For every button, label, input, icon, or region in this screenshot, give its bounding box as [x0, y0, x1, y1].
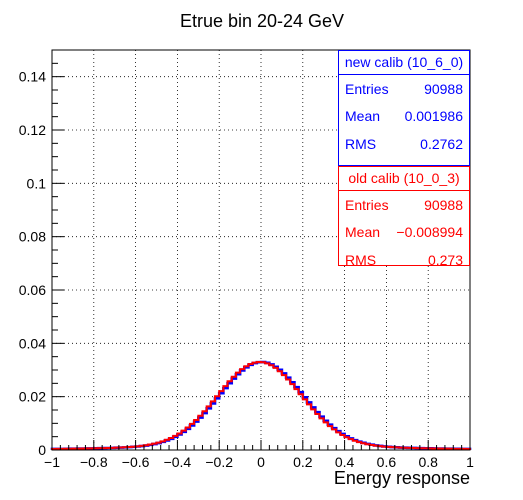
stats-box-old-calib: old calib (10_0_3) Entries 90988 Mean −0…	[338, 166, 470, 268]
x-tick-label: −0.8	[80, 454, 108, 470]
stats-label: RMS	[345, 251, 377, 268]
stats-row-entries: Entries 90988	[339, 75, 469, 103]
stats-value: 0.2762	[420, 135, 463, 152]
x-tick-label: 0.8	[418, 454, 438, 470]
stats-value: 90988	[424, 80, 463, 97]
y-tick-label: 0	[38, 442, 46, 458]
stats-label: RMS	[345, 135, 377, 152]
y-tick-label: 0.1	[27, 175, 47, 191]
y-tick-label: 0.04	[19, 335, 46, 351]
x-tick-label: 0.4	[335, 454, 355, 470]
x-axis: −1 −0.8 −0.6 −0.4 −0.2 0 0.2 0.4 0.6 0.8 1	[44, 440, 474, 470]
stats-value: −0.008994	[396, 224, 463, 241]
y-tick-label: 0.12	[19, 122, 46, 138]
histogram-line-old-calib	[51, 361, 471, 450]
y-axis: 0 0.02 0.04 0.06 0.08 0.1 0.12 0.14	[19, 49, 64, 458]
stats-value: 0.001986	[404, 108, 463, 125]
stats-label: Mean	[345, 224, 381, 241]
stats-header-old: old calib (10_0_3)	[339, 167, 469, 191]
stats-row-mean: Mean −0.008994	[339, 219, 469, 247]
x-tick-label: 0	[257, 454, 265, 470]
y-tick-label: 0.14	[19, 69, 46, 85]
x-tick-label: −0.6	[122, 454, 150, 470]
x-tick-label: −0.2	[205, 454, 233, 470]
stats-box-new-calib: new calib (10_6_0) Entries 90988 Mean 0.…	[338, 50, 470, 166]
y-tick-label: 0.06	[19, 282, 46, 298]
stats-row-entries: Entries 90988	[339, 191, 469, 219]
stats-value: 90988	[424, 196, 463, 213]
y-tick-label: 0.08	[19, 229, 46, 245]
chart-title: Etrue bin 20-24 GeV	[180, 11, 344, 31]
x-tick-label: 0.2	[293, 454, 313, 470]
histogram-series	[50, 360, 472, 451]
stats-label: Mean	[345, 108, 381, 125]
y-tick-label: 0.02	[19, 389, 46, 405]
stats-row-rms: RMS 0.2762	[339, 130, 469, 158]
stats-header-new: new calib (10_6_0)	[339, 51, 469, 75]
x-tick-label: −0.4	[164, 454, 192, 470]
x-tick-label: −1	[44, 454, 60, 470]
x-tick-label: 0.6	[377, 454, 397, 470]
stats-row-mean: Mean 0.001986	[339, 103, 469, 131]
stats-label: Entries	[345, 196, 389, 213]
x-tick-label: 1	[466, 454, 474, 470]
stats-row-rms: RMS 0.273	[339, 246, 469, 274]
x-axis-label: Energy response	[334, 468, 470, 488]
stats-value: 0.273	[427, 251, 463, 268]
stats-label: Entries	[345, 80, 389, 97]
